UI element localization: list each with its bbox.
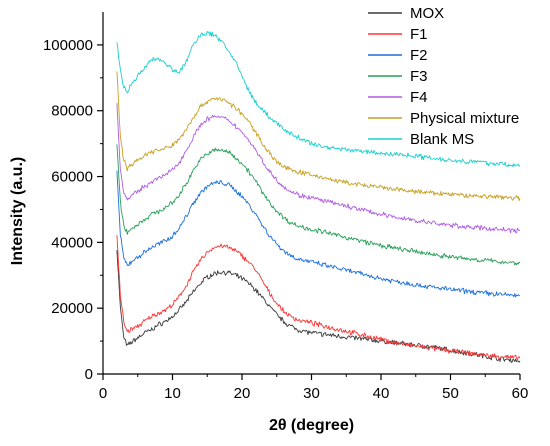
x-tick-label: 30 xyxy=(303,385,320,402)
x-tick-label: 20 xyxy=(234,385,251,402)
legend-label: F1 xyxy=(410,26,428,43)
y-tick-label: 60000 xyxy=(51,169,93,186)
series-line xyxy=(116,250,521,363)
x-tick-label: 10 xyxy=(164,385,181,402)
series-layer xyxy=(116,30,521,363)
legend-label: F3 xyxy=(410,68,428,85)
y-ticks: 0 20000 40000 60000 80000 100000 xyxy=(43,37,103,383)
legend-label: Physical mixture xyxy=(410,110,519,127)
series-line xyxy=(116,170,521,298)
series-line xyxy=(116,144,521,266)
series-line xyxy=(116,235,521,361)
x-axis-title: 2θ (degree) xyxy=(269,417,354,434)
y-axis-title: Intensity (a.u.) xyxy=(9,157,26,265)
x-ticks: 0 10 20 30 40 50 60 xyxy=(99,374,529,402)
legend: MOX F1 F2 F3 F4 Physical mixture Blank MS xyxy=(368,5,519,148)
series-line xyxy=(116,71,521,202)
legend-label: MOX xyxy=(410,5,444,22)
legend-label: Blank MS xyxy=(410,131,474,148)
y-tick-label: 0 xyxy=(85,366,93,383)
x-tick-label: 40 xyxy=(373,385,390,402)
y-tick-label: 40000 xyxy=(51,234,93,251)
x-tick-label: 50 xyxy=(442,385,459,402)
legend-label: F2 xyxy=(410,47,428,64)
y-tick-label: 100000 xyxy=(43,37,93,54)
axes: 0 10 20 30 40 50 60 0 20000 40000 60000 80000 10000… xyxy=(43,12,528,402)
series-line xyxy=(116,103,521,234)
legend-label: F4 xyxy=(410,89,428,106)
y-tick-label: 20000 xyxy=(51,300,93,317)
series-line xyxy=(116,30,521,168)
y-tick-label: 80000 xyxy=(51,103,93,120)
x-tick-label: 60 xyxy=(512,385,529,402)
x-tick-label: 0 xyxy=(99,385,107,402)
